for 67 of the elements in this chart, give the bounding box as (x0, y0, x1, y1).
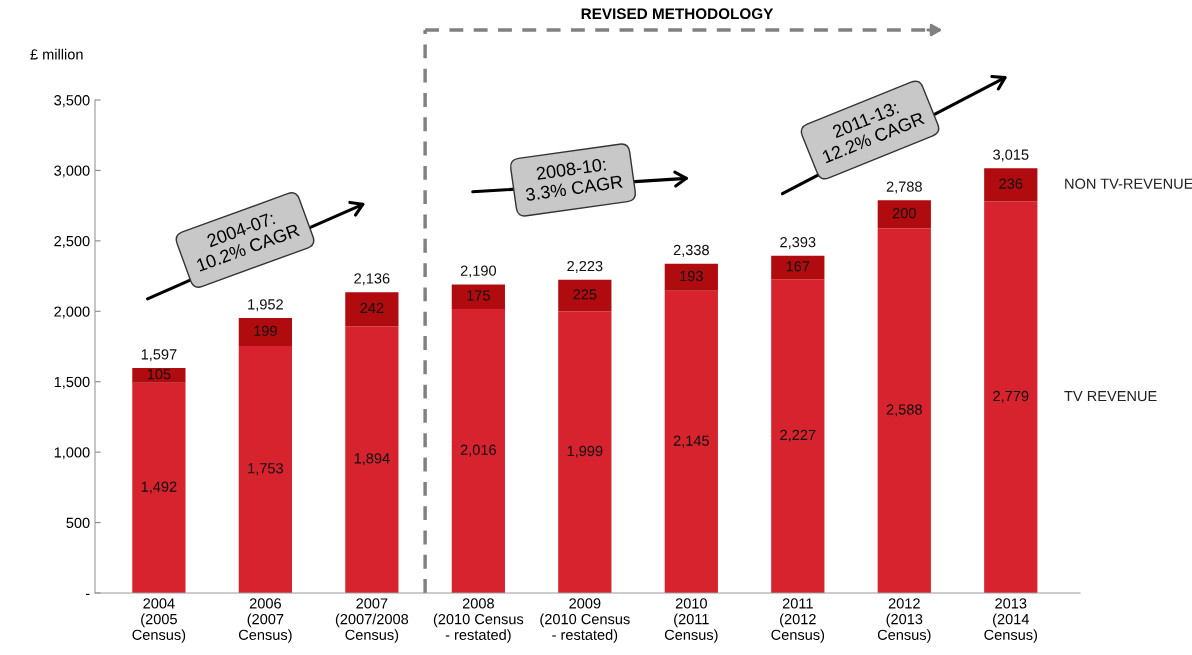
bar (771, 279, 825, 593)
x-tick-label: 2004 (2005 Census) (132, 598, 186, 643)
bar (877, 228, 931, 593)
y-tick-label: 1,000 (54, 447, 90, 460)
bar (984, 201, 1038, 593)
data-label: 236 (999, 178, 1023, 189)
data-label: 200 (892, 207, 916, 219)
data-label: 105 (147, 369, 171, 380)
text: REVISED METHODOLOGY (581, 8, 774, 20)
bar (345, 326, 399, 593)
bar (771, 255, 825, 280)
total-label: 1,597 (141, 349, 177, 362)
data-label: 1,999 (567, 445, 603, 458)
bar (877, 200, 931, 229)
bar (984, 168, 1038, 202)
total-label: 3,015 (993, 149, 1029, 162)
bar (664, 290, 718, 593)
x-tick-label: 2008 (2010 Census - restated) (433, 598, 524, 643)
bar (451, 284, 505, 310)
y-tick-label: 3,500 (54, 95, 90, 108)
y-tick-label: 2,000 (54, 306, 90, 319)
series-label: TV REVENUE (1064, 391, 1157, 402)
total-label: 2,136 (354, 273, 390, 286)
total-label: 2,338 (673, 244, 709, 257)
total-label: 2,223 (567, 260, 603, 273)
total-label: 1,952 (248, 299, 283, 312)
bar (558, 279, 612, 312)
bar (558, 311, 612, 593)
data-label: 2,779 (993, 390, 1029, 403)
data-label: 175 (467, 290, 490, 301)
total-label: 2,190 (460, 265, 497, 278)
data-label: 225 (573, 289, 597, 300)
data-label: 1,492 (141, 481, 177, 494)
data-label: 2,588 (886, 404, 922, 417)
bar (238, 346, 292, 593)
annotation: 2008-10: 3.3% CAGR (525, 157, 623, 202)
bar (345, 292, 399, 327)
data-label: 1,894 (354, 453, 390, 466)
y-tick-label: 500 (66, 517, 90, 528)
y-tick-label: 1,500 (54, 376, 90, 389)
y-axis-title: £ million (30, 48, 83, 60)
x-tick-label: 2009 (2010 Census - restated) (540, 598, 630, 643)
y-tick-label: 3,000 (54, 165, 90, 178)
bar (451, 309, 505, 593)
data-label: 2,145 (673, 435, 709, 448)
data-label: 1,753 (248, 463, 283, 476)
bar (664, 263, 718, 291)
data-label: 167 (786, 261, 810, 272)
y-tick-label: 2,500 (54, 235, 90, 249)
x-tick-label: 2011 (2012 Census) (771, 598, 825, 643)
x-tick-label: 2012 (2013 Census) (877, 598, 931, 643)
total-label: 2,788 (886, 181, 922, 194)
bar (238, 318, 292, 347)
data-label: 199 (254, 325, 277, 336)
y-tick-label: - (85, 593, 90, 595)
bar (132, 382, 186, 593)
data-label: 193 (680, 270, 703, 282)
data-label: 2,227 (780, 429, 816, 442)
bar (132, 368, 186, 383)
series-label: NON TV-REVENUE (1065, 178, 1192, 189)
total-label: 2,393 (780, 236, 816, 249)
x-tick-label: 2007 (2007/2008 Census) (335, 598, 409, 643)
data-label: 2,016 (460, 444, 496, 457)
x-tick-label: 2013 (2014 Census) (984, 598, 1038, 643)
data-label: 242 (360, 302, 384, 313)
x-tick-label: 2010 (2011 Census) (664, 598, 718, 643)
x-tick-label: 2006 (2007 Census) (238, 598, 292, 643)
